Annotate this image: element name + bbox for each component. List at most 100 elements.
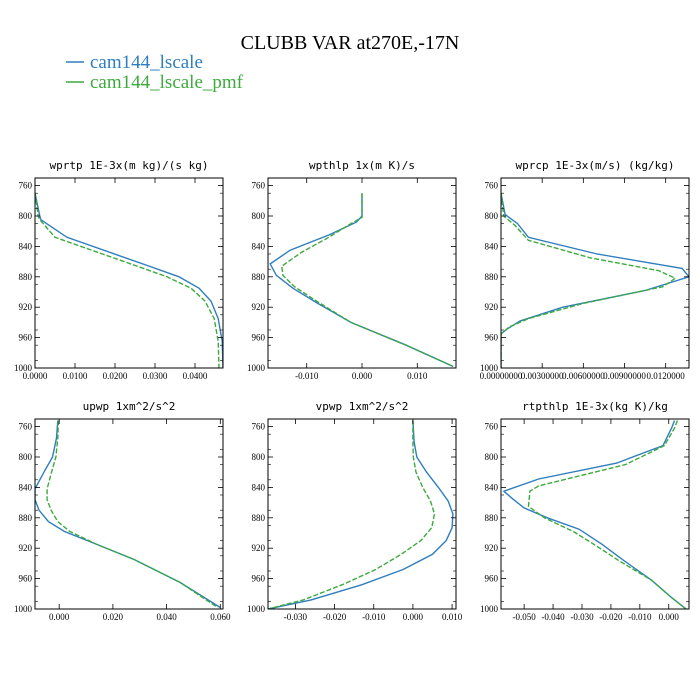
y-tick-label: 800 xyxy=(252,452,266,462)
x-tick-label: 0.000 xyxy=(403,612,424,622)
series-line-cam144-lscale xyxy=(35,193,223,368)
panel-1: wprtp 1E-3x(m kg)/(s kg) 760 800 840 880 920 9… xyxy=(14,159,224,381)
series-line-cam144-lscale-pmf xyxy=(35,193,220,368)
panel-3: wprcp 1E-3x(m/s) (kg/kg) 760 800 840 880 920 9… xyxy=(480,159,690,381)
y-tick-label: 1000 xyxy=(247,604,266,614)
panel-title: wpthlp 1x(m K)/s xyxy=(309,159,415,172)
plot-frame xyxy=(500,177,690,369)
x-tick-label: 0.00600000 xyxy=(562,371,605,381)
panel-title: vpwp 1xm^2/s^2 xyxy=(316,400,409,413)
y-tick-label: 960 xyxy=(485,333,499,343)
y-tick-label: 960 xyxy=(19,574,33,584)
x-tick-label: 0.0120000 xyxy=(647,371,686,381)
series-line-cam144-lscale xyxy=(502,420,687,609)
series-line-cam144-lscale-pmf xyxy=(527,420,687,609)
x-tick-label: 0.00300000 xyxy=(521,371,564,381)
y-tick-label: 800 xyxy=(19,452,33,462)
x-tick-label: -0.020 xyxy=(323,612,347,622)
series-line-cam144-lscale-pmf xyxy=(281,193,454,368)
y-tick-label: 920 xyxy=(252,543,266,553)
y-tick-label: 880 xyxy=(252,272,266,282)
y-tick-label: 840 xyxy=(19,482,33,492)
series-line-cam144-lscale xyxy=(35,420,221,609)
panel-title: wprcp 1E-3x(m/s) (kg/kg) xyxy=(516,159,675,172)
x-tick-label: 0.00000000 xyxy=(480,371,523,381)
plot-frame xyxy=(500,418,690,610)
x-tick-label: 0.010 xyxy=(442,612,463,622)
y-tick-label: 920 xyxy=(485,302,499,312)
y-tick-label: 960 xyxy=(252,574,266,584)
x-tick-label: -0.030 xyxy=(284,612,308,622)
series-line-cam144-lscale xyxy=(268,420,454,609)
x-tick-label: -0.040 xyxy=(541,612,565,622)
y-tick-label: 760 xyxy=(485,181,499,191)
panel-6: rtpthlp 1E-3x(kg K)/kg 760 800 840 880 920 960… xyxy=(480,400,690,622)
series-line-cam144-lscale-pmf xyxy=(46,420,218,609)
plot-frame xyxy=(267,418,457,610)
y-tick-label: 840 xyxy=(485,241,499,251)
y-tick-label: 920 xyxy=(19,543,33,553)
y-tick-label: 760 xyxy=(19,181,33,191)
y-tick-label: 1000 xyxy=(480,604,499,614)
y-tick-label: 800 xyxy=(485,211,499,221)
series-line-cam144-lscale-pmf xyxy=(268,420,436,609)
y-tick-label: 880 xyxy=(19,513,33,523)
y-tick-label: 960 xyxy=(252,333,266,343)
y-tick-label: 760 xyxy=(19,422,33,432)
y-tick-label: 800 xyxy=(19,211,33,221)
x-tick-label: 0.0000 xyxy=(23,371,48,381)
y-tick-label: 840 xyxy=(252,482,266,492)
y-tick-label: 960 xyxy=(485,574,499,584)
legend-label-lscale: cam144_lscale xyxy=(90,52,203,73)
y-tick-label: 960 xyxy=(19,333,33,343)
x-tick-label: 0.000 xyxy=(49,612,70,622)
y-tick-label: 880 xyxy=(252,513,266,523)
x-tick-label: 0.020 xyxy=(103,612,124,622)
y-tick-label: 840 xyxy=(485,482,499,492)
y-tick-label: 1000 xyxy=(247,363,266,373)
y-tick-label: 760 xyxy=(485,422,499,432)
y-tick-label: 1000 xyxy=(14,604,33,614)
x-tick-label: 0.00900000 xyxy=(603,371,646,381)
y-tick-label: 1000 xyxy=(480,363,499,373)
y-tick-label: 840 xyxy=(19,241,33,251)
series-line-cam144-lscale xyxy=(501,193,689,368)
x-tick-label: 0.060 xyxy=(210,612,231,622)
figure-title: CLUBB VAR at270E,-17N xyxy=(241,32,460,54)
y-tick-label: 920 xyxy=(19,302,33,312)
y-tick-label: 800 xyxy=(252,211,266,221)
plot-frame xyxy=(34,418,224,610)
x-tick-label: -0.030 xyxy=(570,612,594,622)
series-line-cam144-lscale xyxy=(269,193,454,368)
x-tick-label: 0.000 xyxy=(659,612,680,622)
panel-2: wpthlp 1x(m K)/s 760 800 840 880 920 960 1000 -0… xyxy=(247,159,457,381)
y-tick-label: 880 xyxy=(485,513,499,523)
legend: cam144_lscale cam144_lscale_pmf xyxy=(66,52,244,93)
y-tick-label: 920 xyxy=(485,543,499,553)
x-tick-label: -0.010 xyxy=(362,612,386,622)
y-tick-label: 920 xyxy=(252,302,266,312)
x-tick-label: 0.0100 xyxy=(63,371,88,381)
panel-title: wprtp 1E-3x(m kg)/(s kg) xyxy=(50,159,209,172)
y-tick-label: 1000 xyxy=(14,363,33,373)
x-tick-label: 0.010 xyxy=(407,371,428,381)
x-tick-label: 0.0300 xyxy=(143,371,168,381)
y-tick-label: 760 xyxy=(252,181,266,191)
y-tick-label: 800 xyxy=(485,452,499,462)
x-tick-label: 0.040 xyxy=(156,612,177,622)
y-tick-label: 840 xyxy=(252,241,266,251)
x-tick-label: 0.0200 xyxy=(103,371,128,381)
x-tick-label: -0.020 xyxy=(599,612,623,622)
panel-title: upwp 1xm^2/s^2 xyxy=(83,400,176,413)
x-tick-label: -0.010 xyxy=(295,371,319,381)
x-tick-label: 0.0400 xyxy=(183,371,208,381)
legend-label-lscale-pmf: cam144_lscale_pmf xyxy=(90,72,244,93)
x-tick-label: -0.050 xyxy=(513,612,537,622)
panel-4: upwp 1xm^2/s^2 760 800 840 880 920 960 1000 0.00… xyxy=(14,400,231,622)
y-tick-label: 880 xyxy=(485,272,499,282)
panels: wprtp 1E-3x(m kg)/(s kg) 760 800 840 880 920 9… xyxy=(14,159,690,622)
panel-5: vpwp 1xm^2/s^2 760 800 840 880 920 960 1000 -0.0… xyxy=(247,400,463,622)
panel-title: rtpthlp 1E-3x(kg K)/kg xyxy=(522,400,668,413)
